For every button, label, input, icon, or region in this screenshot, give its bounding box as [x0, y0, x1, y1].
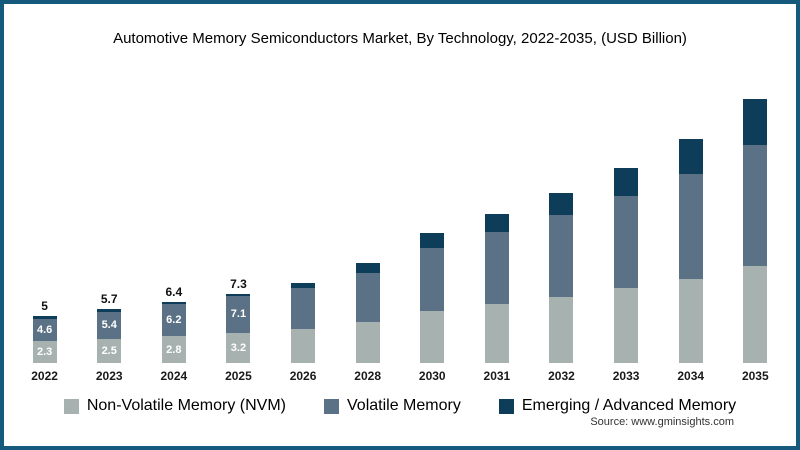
x-axis-label: 2032 — [548, 369, 575, 383]
stacked-bar — [678, 138, 703, 363]
bar-segment-nvm — [420, 310, 445, 363]
bar-group — [661, 51, 721, 363]
bar-segment-nvm — [743, 266, 768, 363]
stacked-bar — [549, 193, 574, 363]
bar-segment-label: 4.6 — [36, 324, 53, 337]
bar-segment-nvm — [484, 304, 509, 363]
legend-item-nvm: Non-Volatile Memory (NVM) — [63, 397, 286, 415]
bar-total-label: 6.4 — [165, 285, 183, 300]
x-axis-label: 2033 — [612, 369, 640, 383]
bar-segment-label: 5.4 — [101, 319, 117, 332]
bar-group — [531, 51, 591, 363]
bar-segment-nvm — [291, 328, 316, 363]
bar-group: 5.7 2.5 5.4 — [79, 51, 139, 363]
bar-segment-nvm: 2.5 — [97, 339, 122, 363]
bar-segment-emerging — [291, 283, 316, 288]
legend-label-volatile: Volatile Memory — [347, 397, 461, 414]
bar-segment-volatile — [743, 144, 768, 267]
source-attribution: Source: www.gminsights.com — [590, 416, 734, 428]
bar-segment-emerging — [743, 98, 768, 145]
bar-segment-volatile — [291, 287, 316, 329]
stacked-bar: 2.3 4.6 — [32, 315, 57, 363]
bar-group: 7.3 3.2 7.1 — [208, 51, 268, 363]
bar-segment-volatile — [678, 174, 703, 279]
bar-segment-emerging — [32, 315, 57, 320]
x-axis-label: 2030 — [418, 369, 446, 383]
legend: Non-Volatile Memory (NVM) Volatile Memor… — [4, 397, 796, 415]
legend-label-nvm: Non-Volatile Memory (NVM) — [86, 397, 286, 414]
chart-title: Automotive Memory Semiconductors Market,… — [113, 30, 687, 47]
bar-segment-label: 2.8 — [166, 343, 182, 356]
x-axis-label: 2024 — [160, 369, 188, 383]
stacked-bar: 3.2 7.1 — [226, 293, 251, 363]
bar-segment-volatile: 6.2 — [161, 304, 186, 337]
bar-group — [596, 51, 656, 363]
bar-segment-label: 2.3 — [36, 346, 53, 359]
bar-segment-label: 2.5 — [101, 345, 117, 358]
legend-item-emerging: Emerging / Advanced Memory — [498, 397, 737, 415]
x-axis-label: 2026 — [289, 369, 317, 383]
bar-segment-emerging — [355, 263, 380, 273]
bar-segment-emerging — [614, 168, 639, 196]
bar-segment-emerging — [678, 138, 703, 174]
bar-segment-nvm — [355, 322, 380, 363]
bar-segment-volatile — [355, 272, 380, 323]
bars-row: 5 2.3 4.6 5.7 2.5 5.4 6.4 2.8 6.2 7.3 3.2 7.1 — [4, 51, 796, 363]
bar-segment-volatile — [614, 195, 639, 288]
bar-segment-volatile: 5.4 — [97, 311, 122, 340]
bar-segment-volatile — [420, 248, 445, 311]
bar-group — [402, 51, 462, 363]
stacked-bar — [614, 168, 639, 363]
bar-segment-emerging — [161, 302, 186, 305]
legend-label-emerging: Emerging / Advanced Memory — [521, 397, 737, 414]
stacked-bar — [355, 263, 380, 363]
bar-segment-emerging — [97, 308, 122, 312]
bar-segment-volatile: 4.6 — [32, 319, 57, 342]
legend-swatch-emerging — [498, 398, 514, 414]
stacked-bar — [420, 232, 445, 363]
bar-segment-nvm — [614, 288, 639, 363]
bar-segment-nvm — [678, 278, 703, 363]
bar-group — [725, 51, 785, 363]
stacked-bar: 2.5 5.4 — [97, 308, 122, 363]
bar-total-label: 5 — [41, 298, 48, 313]
x-axis-label: 2035 — [741, 369, 769, 383]
bar-segment-nvm: 3.2 — [226, 332, 251, 363]
legend-item-volatile: Volatile Memory — [324, 397, 461, 415]
x-axis-label: 2022 — [31, 369, 58, 383]
bar-segment-emerging — [484, 213, 509, 232]
x-axis-label: 2025 — [225, 369, 252, 383]
x-axis-label: 2031 — [483, 369, 511, 383]
x-axis-label: 2034 — [677, 369, 705, 383]
bar-segment-label: 3.2 — [230, 341, 247, 354]
bar-total-label: 7.3 — [230, 276, 247, 291]
bar-segment-nvm: 2.8 — [161, 336, 186, 363]
bar-group — [467, 51, 527, 363]
bar-group: 6.4 2.8 6.2 — [144, 51, 204, 363]
bar-segment-emerging — [226, 293, 251, 296]
bar-segment-label: 7.1 — [230, 308, 247, 321]
bar-segment-nvm — [549, 296, 574, 363]
stacked-bar: 2.8 6.2 — [161, 302, 186, 363]
bar-segment-volatile — [484, 231, 509, 305]
bar-segment-emerging — [420, 232, 445, 249]
bar-group — [273, 51, 333, 363]
legend-swatch-nvm — [63, 398, 79, 414]
stacked-bar — [743, 98, 768, 363]
bar-segment-nvm: 2.3 — [32, 341, 57, 363]
x-axis-row: 2022 2023 2024 2025 2026 2028 2030 2031 2032 2033… — [4, 369, 796, 383]
bar-segment-label: 6.2 — [166, 314, 182, 327]
bar-segment-emerging — [549, 193, 574, 215]
bar-segment-volatile — [549, 214, 574, 297]
stacked-bar — [484, 213, 509, 363]
x-axis-label: 2028 — [354, 369, 381, 383]
bar-total-label: 5.7 — [100, 291, 118, 306]
bar-group: 5 2.3 4.6 — [15, 51, 75, 363]
stacked-bar — [291, 283, 316, 363]
x-axis-label: 2023 — [95, 369, 123, 383]
bar-group — [338, 51, 398, 363]
legend-swatch-volatile — [324, 398, 339, 414]
bar-segment-volatile: 7.1 — [226, 295, 251, 333]
